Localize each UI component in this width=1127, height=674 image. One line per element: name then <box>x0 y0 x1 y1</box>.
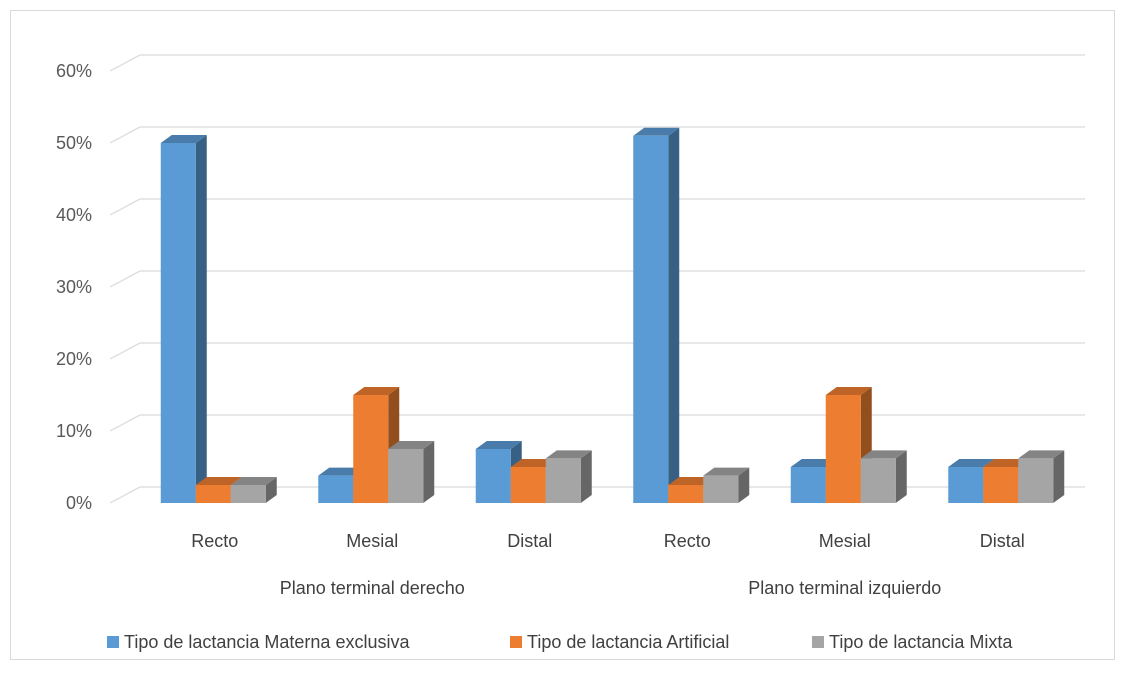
bar-top <box>1018 450 1065 459</box>
bar-front <box>230 485 266 503</box>
bar-front <box>790 467 826 503</box>
bar-front <box>633 135 669 504</box>
bar-side <box>895 450 907 503</box>
bar-top <box>353 387 400 395</box>
group-label: Plano terminal derecho <box>280 578 465 598</box>
bar-front <box>353 395 389 503</box>
y-tick-label: 0% <box>66 493 92 513</box>
bar-front <box>668 485 704 503</box>
legend: Tipo de lactancia Materna exclusiva Tipo … <box>107 632 1013 652</box>
bar-top <box>633 127 680 136</box>
bar-top <box>825 387 872 395</box>
bar-top <box>790 459 837 467</box>
group-label: Plano terminal izquierdo <box>748 578 941 598</box>
bar-front <box>825 395 861 503</box>
legend-swatch <box>812 636 824 648</box>
legend-label: Tipo de lactancia Artificial <box>527 632 729 652</box>
bar-top <box>388 441 435 449</box>
bar-front <box>318 475 354 503</box>
y-tick-label: 40% <box>56 205 92 225</box>
bar-top <box>475 441 522 449</box>
y-tick-label: 10% <box>56 421 92 441</box>
bar-side <box>1053 450 1065 503</box>
category-label: Distal <box>507 531 552 551</box>
bar-front <box>510 467 546 503</box>
gridline-diag <box>109 486 141 504</box>
bar-top <box>860 450 907 459</box>
category-label: Mesial <box>346 531 398 551</box>
bars <box>160 127 1065 504</box>
bar[interactable] <box>633 127 680 504</box>
bar-side <box>265 477 277 503</box>
bar-top <box>230 477 277 485</box>
bar-top <box>703 467 750 476</box>
gridline-diag <box>109 126 141 144</box>
legend-item[interactable]: Tipo de lactancia Materna exclusiva <box>107 632 410 652</box>
bar-top <box>195 477 242 485</box>
bar[interactable] <box>545 450 592 503</box>
gridline-diag <box>109 414 141 432</box>
bar[interactable] <box>160 135 207 503</box>
legend-swatch <box>510 636 522 648</box>
y-tick-label: 30% <box>56 277 92 297</box>
bar[interactable] <box>388 441 435 503</box>
bar[interactable] <box>825 387 872 503</box>
gridlines <box>109 54 1085 504</box>
bar-front <box>948 467 984 503</box>
bar-top <box>545 450 592 459</box>
category-label: Mesial <box>819 531 871 551</box>
y-tick-label: 60% <box>56 61 92 81</box>
bar-side <box>580 450 592 503</box>
bar[interactable] <box>1018 450 1065 503</box>
bar-front <box>983 467 1019 503</box>
bar[interactable] <box>860 450 907 503</box>
bar-top <box>160 135 207 143</box>
y-tick-label: 50% <box>56 133 92 153</box>
bar-top <box>948 459 995 467</box>
bar-top <box>668 477 715 485</box>
gridline-diag <box>109 342 141 360</box>
legend-item[interactable]: Tipo de lactancia Artificial <box>510 632 729 652</box>
category-label: Recto <box>664 531 711 551</box>
legend-item[interactable]: Tipo de lactancia Mixta <box>812 632 1013 652</box>
bar-side <box>738 467 750 503</box>
bar-top <box>318 467 365 476</box>
bar-side <box>423 441 435 503</box>
y-axis: 0% 10% 20% 30% 40% 50% 60% <box>56 61 92 513</box>
bar[interactable] <box>510 459 557 503</box>
legend-swatch <box>107 636 119 648</box>
bar[interactable] <box>703 467 750 503</box>
gridline-diag <box>109 270 141 288</box>
bar-side <box>668 127 680 504</box>
legend-label: Tipo de lactancia Mixta <box>829 632 1013 652</box>
bar-front <box>860 458 896 503</box>
gridline-diag <box>109 54 141 72</box>
category-label: Distal <box>980 531 1025 551</box>
gridline-diag <box>109 198 141 216</box>
bar-top <box>983 459 1030 467</box>
bar-side <box>195 135 207 503</box>
bar-front <box>545 458 581 503</box>
bar-front <box>703 475 739 503</box>
category-label: Recto <box>191 531 238 551</box>
bar-front <box>388 449 424 503</box>
bar-front <box>160 143 196 503</box>
bar[interactable] <box>230 477 277 503</box>
bar-front <box>195 485 231 503</box>
bar-front <box>1018 458 1054 503</box>
y-tick-label: 20% <box>56 349 92 369</box>
bar-front <box>475 449 511 503</box>
x-axis: Recto Mesial Distal Plano terminal derecho R… <box>191 531 1025 598</box>
bar-top <box>510 459 557 467</box>
legend-label: Tipo de lactancia Materna exclusiva <box>124 632 410 652</box>
